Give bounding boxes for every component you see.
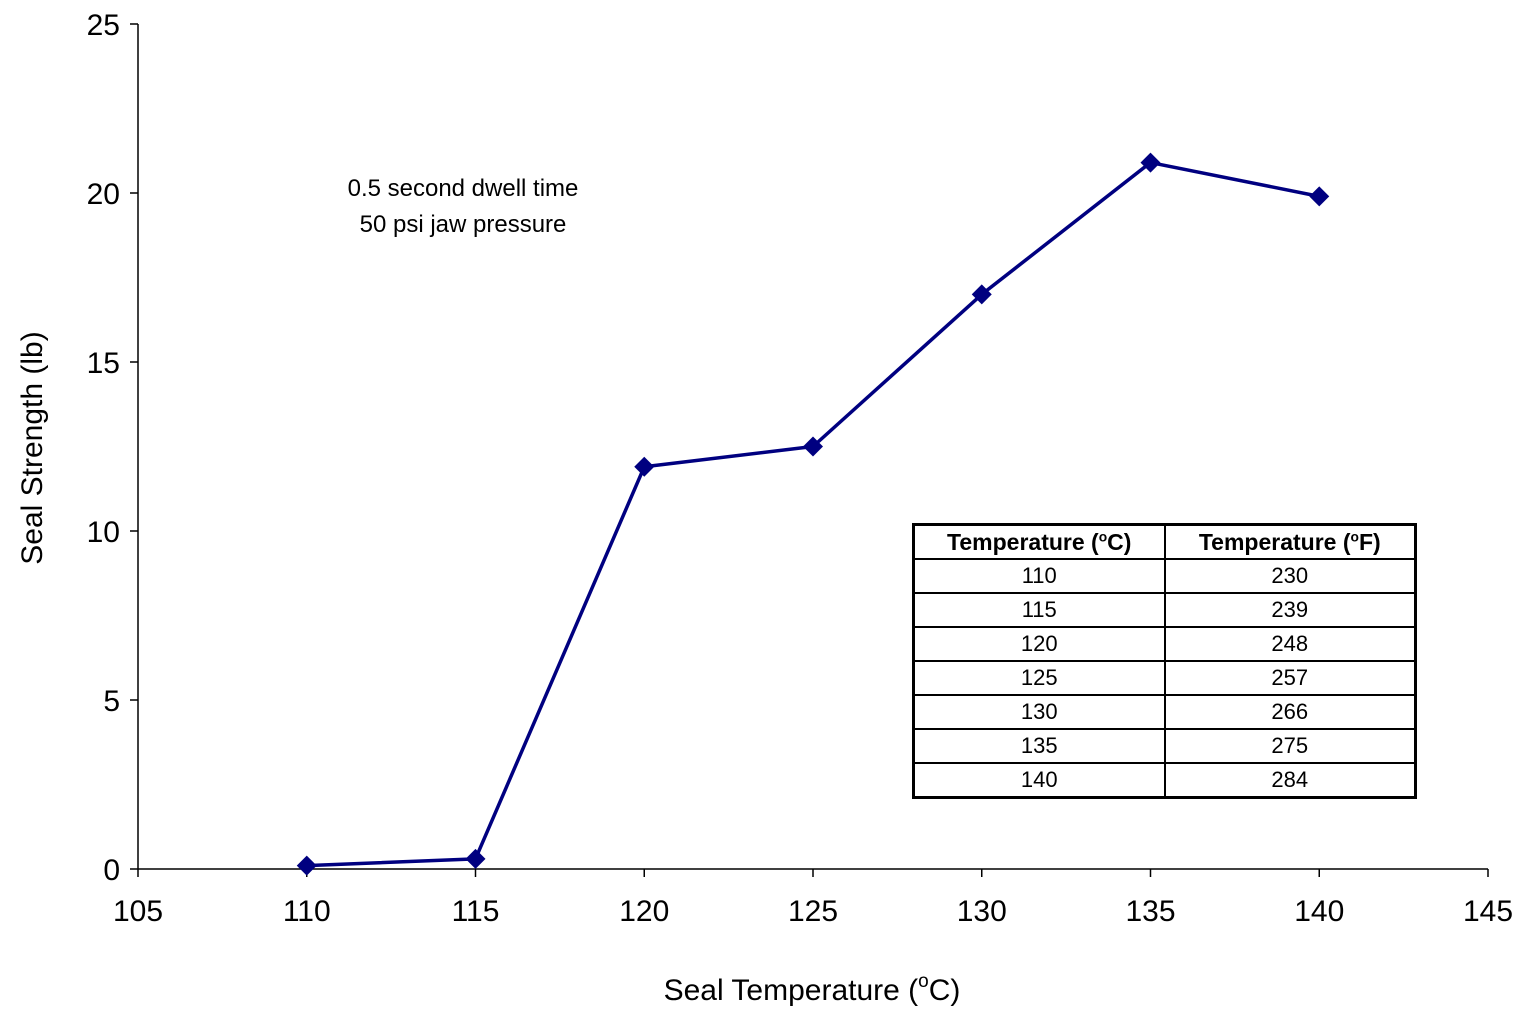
data-point-marker (296, 855, 317, 876)
x-axis-title: Seal Temperature (oC) (664, 971, 961, 1007)
header-fahrenheit: Temperature (oF) (1163, 523, 1417, 560)
cell-celsius: 135 (912, 728, 1166, 764)
x-tick-label: 130 (957, 895, 1007, 928)
y-tick-label: 5 (103, 685, 120, 718)
cell-fahrenheit: 284 (1163, 762, 1417, 799)
x-tick-label: 110 (283, 895, 331, 928)
x-tick-label: 135 (1125, 895, 1175, 928)
table-row: 110 230 (912, 558, 1417, 594)
annotation-line-1: 0.5 second dwell time (348, 175, 579, 202)
y-tick-label: 25 (87, 9, 120, 42)
y-axis-title: Seal Strength (lb) (16, 331, 49, 564)
header-celsius: Temperature (oC) (912, 523, 1166, 560)
table-row: 140 284 (912, 762, 1417, 799)
cell-celsius: 115 (912, 592, 1166, 628)
cell-celsius: 120 (912, 626, 1166, 662)
x-tick-label: 115 (452, 895, 500, 928)
cell-fahrenheit: 230 (1163, 558, 1417, 594)
y-tick-label: 0 (103, 854, 120, 887)
temperature-conversion-table: Temperature (oC) Temperature (oF) 110 230… (912, 523, 1417, 799)
data-point-marker (1140, 152, 1161, 173)
data-point-marker (634, 456, 655, 477)
data-point-marker (803, 436, 823, 457)
cell-celsius: 110 (912, 558, 1166, 594)
cell-celsius: 125 (912, 660, 1166, 696)
data-point-marker (971, 284, 992, 305)
cell-fahrenheit: 257 (1163, 660, 1417, 696)
x-tick-label: 105 (113, 895, 163, 928)
cell-celsius: 130 (912, 694, 1166, 730)
table-row: 120 248 (912, 626, 1417, 662)
cell-fahrenheit: 275 (1163, 728, 1417, 764)
y-tick-label: 10 (87, 516, 120, 549)
x-tick-label: 120 (619, 895, 669, 928)
cell-fahrenheit: 248 (1163, 626, 1417, 662)
annotation-line-2: 50 psi jaw pressure (360, 211, 567, 238)
y-tick-label: 20 (87, 178, 120, 211)
x-tick-label: 140 (1294, 895, 1344, 928)
table-row: 115 239 (912, 592, 1417, 628)
table-row: 125 257 (912, 660, 1417, 696)
x-tick-label: 145 (1463, 895, 1513, 928)
cell-fahrenheit: 239 (1163, 592, 1417, 628)
series-layer (296, 152, 1330, 876)
data-point-marker (465, 848, 486, 869)
cell-fahrenheit: 266 (1163, 694, 1417, 730)
x-tick-label: 125 (788, 895, 838, 928)
data-point-marker (1309, 186, 1330, 207)
table-row: 130 266 (912, 694, 1417, 730)
table-row: 135 275 (912, 728, 1417, 764)
y-tick-label: 15 (87, 347, 120, 380)
table-header-row: Temperature (oC) Temperature (oF) (912, 523, 1417, 560)
cell-celsius: 140 (912, 762, 1166, 799)
